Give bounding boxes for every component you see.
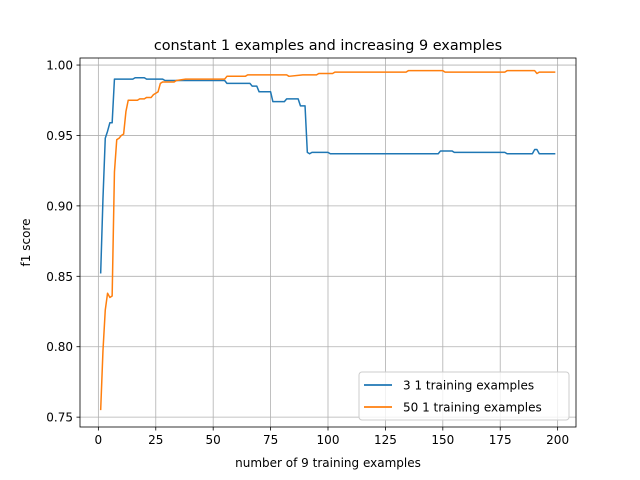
legend-box <box>358 371 570 421</box>
x-tick-label: 75 <box>263 433 278 447</box>
legend-label-series-2: 50 1 training examples <box>403 401 542 415</box>
y-tick-label: 1.00 <box>46 59 73 73</box>
legend-label-series-1: 3 1 training examples <box>403 379 534 393</box>
x-tick-label: 25 <box>148 433 163 447</box>
y-tick-label: 0.75 <box>46 411 73 425</box>
x-tick-label: 200 <box>546 433 569 447</box>
x-tick-label: 175 <box>489 433 512 447</box>
x-tick-label: 50 <box>206 433 221 447</box>
x-tick-label: 150 <box>431 433 454 447</box>
series-line-2 <box>99 69 556 411</box>
y-tick-label: 0.95 <box>46 129 73 143</box>
series-line-1 <box>99 76 556 274</box>
x-tick-label: 0 <box>95 433 103 447</box>
y-tick-label: 0.90 <box>46 199 73 213</box>
x-tick-label: 125 <box>374 433 397 447</box>
plot-lines <box>99 69 556 411</box>
x-axis: 0 25 50 75 100 125 150 175 200 <box>95 427 569 447</box>
chart-title: constant 1 examples and increasing 9 exa… <box>154 38 502 54</box>
x-tick-label: 100 <box>317 433 340 447</box>
y-axis: 0.75 0.80 0.85 0.90 0.95 1.00 <box>46 59 80 425</box>
y-tick-label: 0.80 <box>46 340 73 354</box>
y-axis-label: f1 score <box>19 219 33 267</box>
y-tick-label: 0.85 <box>46 270 73 284</box>
legend: 3 1 training examples 50 1 training exam… <box>358 371 570 421</box>
x-axis-label: number of 9 training examples <box>235 456 421 470</box>
